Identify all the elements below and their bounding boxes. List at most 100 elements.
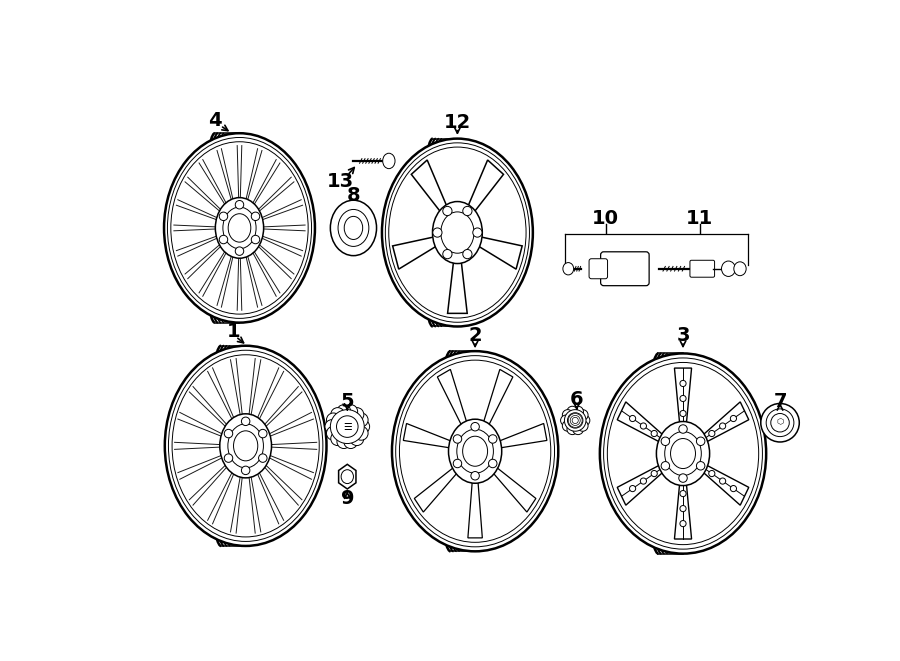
Ellipse shape [331, 408, 345, 422]
Ellipse shape [567, 407, 578, 417]
Ellipse shape [770, 414, 789, 432]
Ellipse shape [572, 417, 579, 424]
Ellipse shape [443, 249, 452, 258]
Ellipse shape [697, 437, 705, 446]
Ellipse shape [471, 422, 480, 431]
Ellipse shape [471, 471, 480, 480]
Polygon shape [617, 460, 671, 505]
Polygon shape [411, 160, 451, 220]
Ellipse shape [330, 410, 365, 444]
Polygon shape [695, 402, 749, 447]
Ellipse shape [337, 405, 351, 418]
Polygon shape [464, 160, 503, 220]
Text: 1: 1 [228, 322, 241, 340]
Ellipse shape [719, 423, 725, 429]
Text: 11: 11 [686, 209, 713, 228]
Ellipse shape [433, 202, 482, 264]
Ellipse shape [164, 134, 315, 323]
Ellipse shape [651, 430, 657, 437]
Ellipse shape [327, 426, 340, 440]
Ellipse shape [385, 143, 529, 323]
Ellipse shape [579, 415, 590, 426]
Ellipse shape [568, 414, 582, 428]
Ellipse shape [719, 478, 725, 484]
Ellipse shape [697, 461, 705, 470]
Ellipse shape [168, 350, 323, 541]
Ellipse shape [572, 407, 583, 417]
Ellipse shape [599, 354, 766, 554]
Ellipse shape [457, 429, 493, 473]
Polygon shape [437, 369, 471, 437]
Ellipse shape [662, 437, 670, 446]
Ellipse shape [392, 351, 558, 551]
Ellipse shape [604, 358, 762, 549]
Polygon shape [447, 250, 467, 313]
Ellipse shape [448, 419, 501, 483]
Ellipse shape [679, 474, 688, 483]
Ellipse shape [235, 200, 244, 209]
Text: 5: 5 [340, 393, 354, 411]
Ellipse shape [224, 430, 233, 438]
Ellipse shape [220, 235, 228, 244]
Text: 6: 6 [570, 390, 583, 409]
Text: 2: 2 [468, 327, 482, 345]
Ellipse shape [665, 432, 701, 475]
Ellipse shape [562, 410, 573, 420]
Ellipse shape [680, 506, 686, 512]
Ellipse shape [220, 212, 228, 221]
Ellipse shape [325, 420, 338, 434]
Polygon shape [617, 402, 671, 447]
Ellipse shape [337, 435, 351, 449]
Ellipse shape [223, 207, 256, 249]
Ellipse shape [571, 415, 580, 426]
Polygon shape [489, 424, 547, 449]
Ellipse shape [350, 432, 364, 446]
Ellipse shape [572, 424, 583, 435]
Polygon shape [480, 369, 513, 437]
Ellipse shape [258, 454, 267, 462]
Ellipse shape [241, 466, 250, 475]
Ellipse shape [400, 360, 551, 542]
Ellipse shape [564, 410, 586, 431]
Ellipse shape [680, 380, 686, 387]
Ellipse shape [215, 198, 264, 258]
Ellipse shape [443, 206, 452, 215]
Ellipse shape [680, 410, 686, 416]
Ellipse shape [167, 137, 311, 319]
Polygon shape [338, 464, 356, 489]
Text: 9: 9 [340, 489, 354, 508]
Ellipse shape [629, 415, 635, 422]
Text: 3: 3 [676, 327, 689, 345]
Ellipse shape [640, 423, 646, 429]
Ellipse shape [220, 414, 272, 478]
Ellipse shape [680, 490, 686, 496]
Text: 7: 7 [773, 392, 787, 410]
Ellipse shape [640, 478, 646, 484]
Ellipse shape [562, 420, 573, 431]
Ellipse shape [730, 415, 736, 422]
Ellipse shape [338, 210, 369, 247]
Polygon shape [468, 468, 482, 538]
Polygon shape [695, 460, 749, 505]
Ellipse shape [463, 436, 488, 466]
FancyBboxPatch shape [600, 252, 649, 286]
Polygon shape [674, 471, 691, 539]
Ellipse shape [224, 454, 233, 462]
Ellipse shape [171, 141, 308, 314]
Ellipse shape [433, 228, 442, 237]
Ellipse shape [489, 459, 497, 468]
Ellipse shape [651, 471, 657, 477]
Polygon shape [485, 460, 536, 512]
Ellipse shape [251, 212, 260, 221]
Text: ⬡: ⬡ [777, 418, 784, 426]
Polygon shape [470, 235, 522, 269]
Ellipse shape [235, 247, 244, 255]
Ellipse shape [454, 435, 462, 444]
Ellipse shape [355, 426, 368, 440]
Ellipse shape [760, 403, 799, 442]
Ellipse shape [722, 261, 735, 276]
Ellipse shape [355, 413, 368, 427]
Ellipse shape [708, 430, 715, 437]
Ellipse shape [567, 424, 578, 435]
Ellipse shape [330, 200, 376, 256]
